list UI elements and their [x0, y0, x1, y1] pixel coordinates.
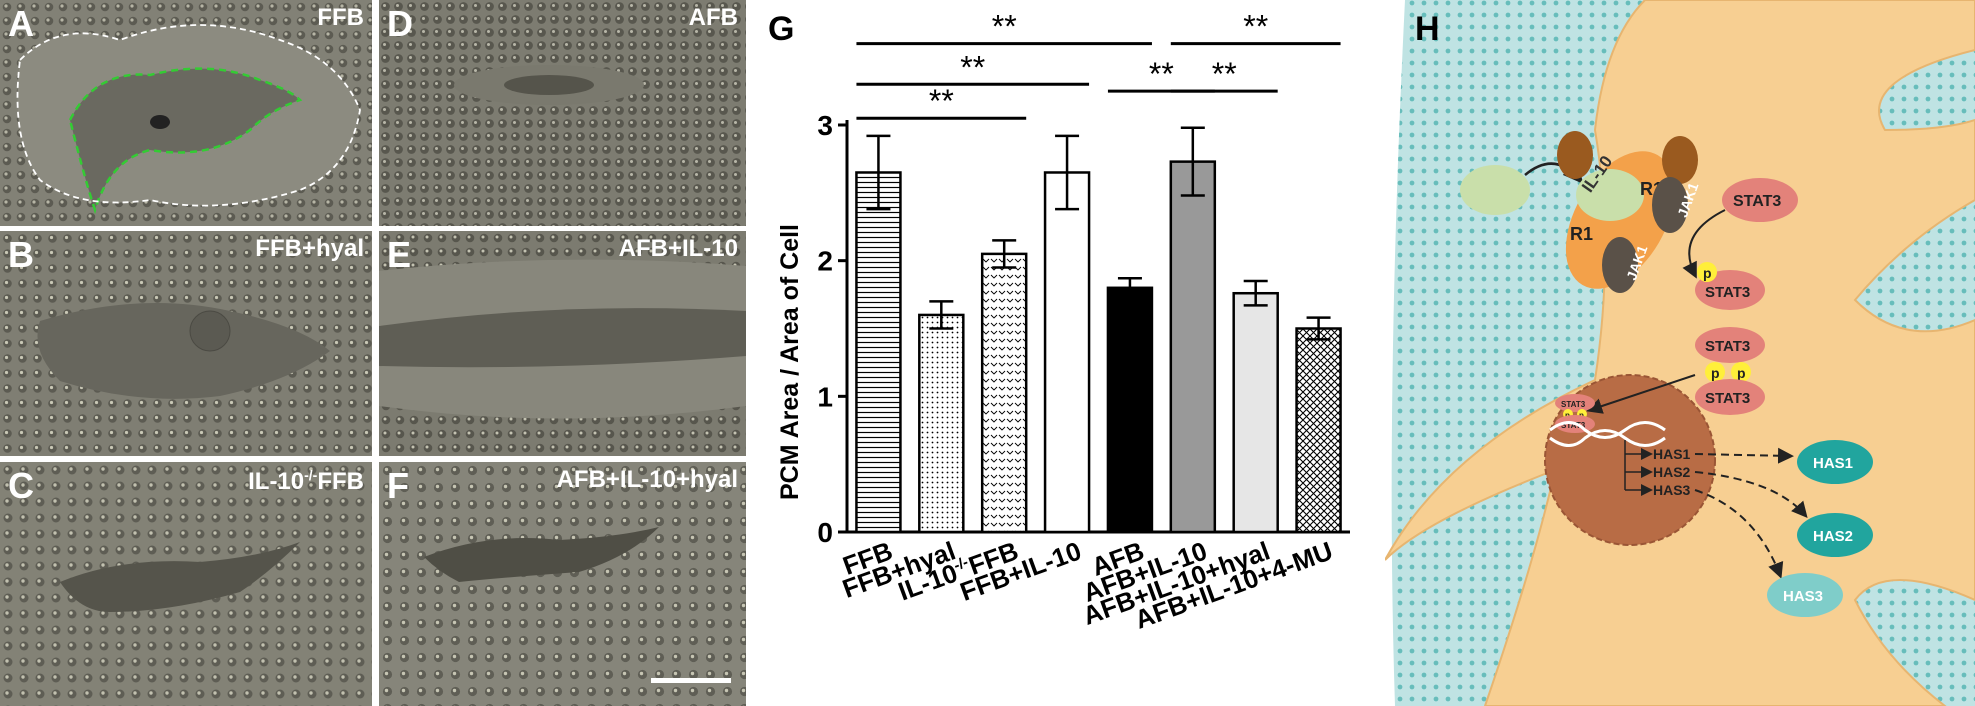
phospho-badge-1 — [1697, 262, 1717, 282]
phospho-badge-3 — [1731, 362, 1751, 382]
has-gene-list: HAS1 HAS2 HAS3 — [1624, 440, 1691, 498]
stat3-label-2: STAT3 — [1705, 284, 1750, 301]
has2-enzyme — [1797, 513, 1873, 557]
significance-label-1: ** — [992, 9, 1017, 45]
micrograph-image-e — [379, 231, 746, 456]
panel-letter-a: A — [8, 3, 34, 44]
panel-letter-h: H — [1415, 10, 1440, 48]
bar-3 — [980, 252, 1028, 534]
micrograph-image-b — [0, 231, 372, 456]
panel-caption-c: IL-10-/-FFB — [248, 467, 364, 495]
gene-has3: HAS3 — [1653, 482, 1691, 498]
micrograph-image-f — [379, 462, 746, 706]
significance-label-5: ** — [1212, 56, 1237, 92]
signaling-diagram-h: H IL-10 R1 R1 JAK1 JAK1 STAT3 p STAT3 ST… — [1385, 0, 1975, 706]
nuclear-stat3-label-1: STAT3 — [1561, 400, 1586, 409]
micrograph-panel-a: A FFB — [0, 0, 372, 226]
has1-enzyme-label: HAS1 — [1813, 455, 1853, 472]
phosphorylation-arrow — [1682, 209, 1726, 279]
y-tick-label: 1 — [817, 381, 833, 412]
stat3-label-4: STAT3 — [1705, 390, 1750, 407]
y-tick-label: 0 — [817, 517, 833, 548]
nuclear-translocation-arrow — [1586, 374, 1696, 414]
significance-label-6: ** — [1243, 9, 1268, 45]
y-tick-label: 3 — [817, 110, 833, 141]
p-label-3: p — [1737, 365, 1746, 381]
micrograph-image-a — [0, 0, 372, 226]
significance-label-4: ** — [1149, 56, 1174, 92]
bar-1 — [855, 171, 902, 534]
il10-receptor-complex: IL-10 R1 R1 JAK1 JAK1 — [1557, 131, 1702, 293]
has3-enzyme-label: HAS3 — [1783, 588, 1823, 605]
significance-label-2: ** — [960, 49, 985, 85]
y-axis-label: PCM Area / Area of Cell — [776, 224, 804, 500]
panel-caption-d: AFB — [688, 4, 738, 31]
panel-caption-a: FFB — [317, 4, 364, 31]
panel-letter-e: E — [387, 234, 412, 275]
panel-letter-b: B — [8, 234, 34, 275]
bar-4 — [1043, 171, 1091, 534]
p-label-1: p — [1703, 265, 1712, 281]
has2-enzyme-label: HAS2 — [1813, 528, 1853, 545]
nuclear-p-label-1: p — [1565, 411, 1570, 420]
panel-letter-f: F — [387, 465, 409, 506]
has1-expression-arrow — [1694, 447, 1794, 464]
dna-helix — [1549, 421, 1666, 439]
micrograph-panel-b: B FFB+hyal — [0, 231, 372, 456]
stat3-dimer-bottom — [1695, 379, 1765, 415]
significance-label-3: ** — [929, 83, 954, 119]
nuclear-stat3-top — [1555, 394, 1595, 412]
panel-letter-g: G — [768, 10, 794, 48]
nuclear-stat3-label-2: STAT3 — [1561, 421, 1586, 430]
micrograph-panel-e: E AFB+IL-10 — [379, 231, 746, 456]
bar-8 — [1295, 327, 1342, 534]
bar-5 — [1106, 286, 1154, 534]
has3-expression-arrow — [1694, 489, 1784, 579]
micrograph-image-d — [379, 0, 746, 226]
r1-label-bottom: R1 — [1570, 224, 1593, 244]
p-label-2: p — [1711, 365, 1720, 381]
micrograph-panel-d: D AFB — [379, 0, 746, 226]
il10-ligand-free — [1460, 165, 1530, 215]
stat3-label-1: STAT3 — [1733, 193, 1781, 210]
bar-7 — [1232, 291, 1279, 534]
chart-bars — [855, 126, 1342, 534]
bar-6 — [1169, 160, 1217, 534]
panel-caption-b: FFB+hyal — [255, 235, 364, 262]
phospho-badge-2 — [1705, 362, 1725, 382]
micrograph-panel-c: C IL-10-/-FFB — [0, 462, 372, 706]
gene-has2: HAS2 — [1653, 464, 1691, 480]
has1-enzyme — [1797, 440, 1873, 484]
scale-bar — [651, 678, 731, 683]
panel-letter-c: C — [8, 465, 34, 506]
has3-enzyme — [1767, 573, 1843, 617]
dna-helix-strand-2 — [1549, 429, 1666, 447]
significance-brackets: ******** **** — [856, 9, 1341, 120]
stat3-label-3: STAT3 — [1705, 338, 1750, 355]
panel-caption-f: AFB+IL-10+hyal — [556, 466, 738, 493]
has2-expression-arrow — [1694, 471, 1808, 519]
bar-2 — [918, 313, 965, 534]
micrograph-panel-f: F AFB+IL-10+hyal — [379, 462, 746, 706]
gene-has1: HAS1 — [1653, 446, 1691, 462]
micrograph-image-c — [0, 462, 372, 706]
panel-letter-d: D — [387, 3, 413, 44]
stat3-unphosphorylated — [1722, 178, 1798, 222]
y-tick-label: 2 — [817, 246, 833, 277]
panel-caption-e: AFB+IL-10 — [618, 235, 738, 262]
stat3-dimer-top — [1695, 327, 1765, 363]
x-tick-label-4: FFB+IL-10 — [956, 535, 1085, 606]
